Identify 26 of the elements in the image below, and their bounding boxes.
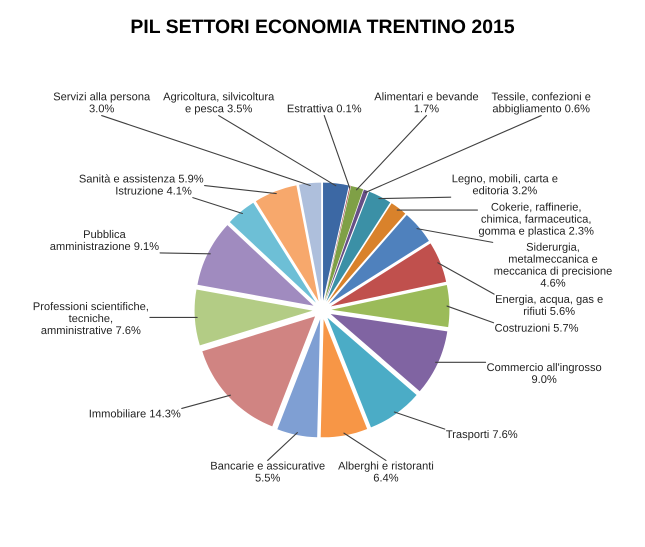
slice-label: Pubblica amministrazione 9.1% [50, 230, 159, 250]
slice-label: Alimentari e bevande [374, 92, 478, 100]
slice-label: Alberghi e ristoranti [338, 461, 434, 472]
data-label: 1.7% [414, 104, 439, 112]
data-label: 9.0% [532, 375, 556, 384]
slice-label: Commercio all'ingrosso [487, 362, 602, 374]
slice-label: Istruzione 4.1% [116, 186, 192, 195]
slice-label: Bancarie e assicurative [211, 461, 325, 470]
chart-title: PIL SETTORI ECONOMIA TRENTINO 2015 [132, 19, 514, 34]
slice-label: Servizi alla persona [54, 92, 150, 103]
slice-label: Agricoltura, silvicoltura e pesca 3.5% [163, 92, 274, 115]
data-label: 6.4% [374, 474, 398, 482]
slice-label: Professioni scientifiche, tecniche, amministrative 7.6% [34, 302, 148, 334]
slice-label: Estrattiva 0.1% [288, 104, 362, 112]
slice-label: Trasporti 7.6% [446, 430, 518, 440]
slice-label: Immobiliare 14.3% [90, 409, 180, 418]
slice-label: Cokerie, raffinerie, chimica, farmaceutica, gomma e plastica 2.3% [478, 202, 594, 237]
slice-label: Tessile, confezioni e abbigliamento 0.6% [492, 92, 590, 115]
slice-label: Costruzioni 5.7% [495, 324, 578, 332]
slice-label: Energia, acqua, gas e rifiuti 5.6% [496, 294, 603, 315]
slice-label: Siderurgia, metalmeccanica e meccanica di precisione [494, 242, 612, 277]
slice-label: Legno, mobili, carta e editoria 3.2% [452, 174, 558, 194]
data-label: 4.6% [540, 278, 566, 287]
data-label: 3.0% [89, 104, 114, 112]
data-label: 5.5% [255, 474, 280, 482]
slice-label: Sanità e assistenza 5.9% [79, 174, 204, 183]
